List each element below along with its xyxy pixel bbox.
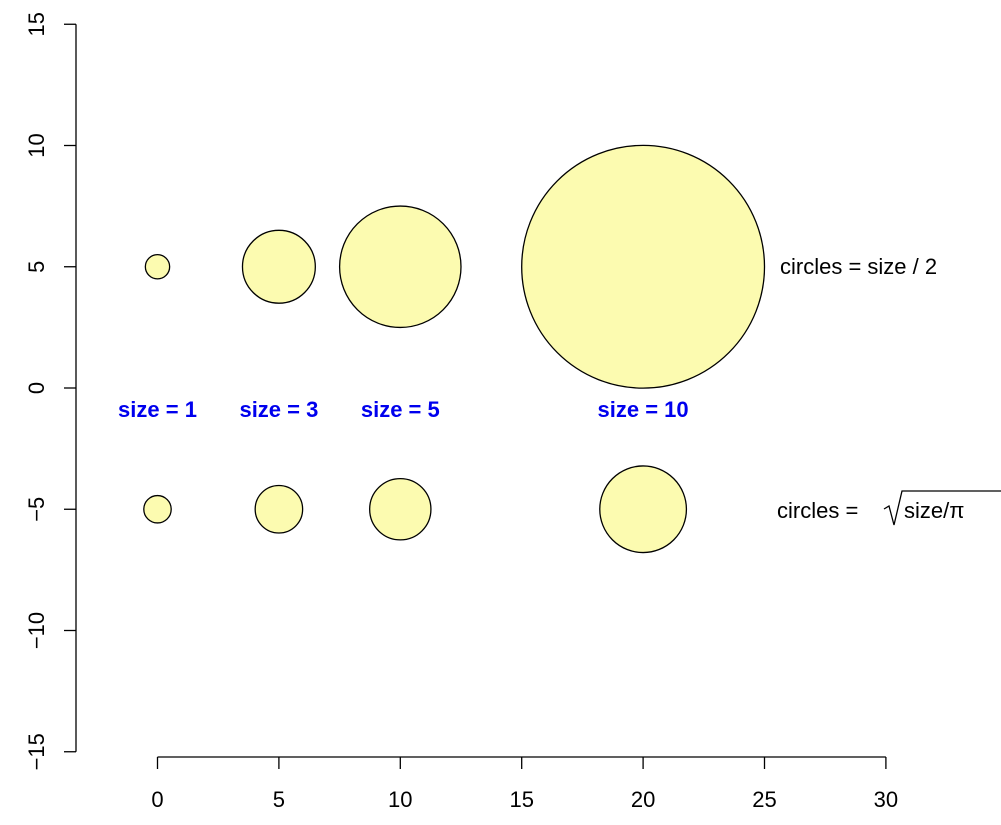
sqrt-sign-icon: [883, 490, 1001, 526]
x-tick-label: 5: [273, 787, 285, 812]
bubble-bottom: [143, 494, 172, 524]
size-labels: size = 1 size = 3 size = 5 size = 10: [118, 397, 689, 422]
annotation-sqrt-prefix: circles =: [777, 498, 864, 523]
bubble-bottom: [369, 477, 432, 541]
x-tick-label: 0: [151, 787, 163, 812]
circles-size-half-row: [144, 144, 766, 389]
axes: −15 −10 −5 0 5 10 15 0 5 10 15 20 25 30: [24, 12, 898, 812]
y-tick-label: 5: [24, 261, 49, 273]
size-label: size = 5: [361, 397, 440, 422]
size-label: size = 10: [598, 397, 689, 422]
y-tick-label: −10: [24, 612, 49, 649]
y-tick-label: −5: [24, 497, 49, 522]
annotation-sqrt-term: size/π: [904, 498, 964, 523]
x-tick-label: 30: [874, 787, 898, 812]
x-tick-label: 25: [752, 787, 776, 812]
annotation-size-half: circles = size / 2: [780, 254, 937, 279]
size-label: size = 3: [239, 397, 318, 422]
circles-sqrt-row: [143, 465, 688, 554]
y-tick-label: 0: [24, 382, 49, 394]
x-tick-label: 15: [509, 787, 533, 812]
bubble-bottom: [599, 465, 688, 554]
bubble-top: [338, 205, 462, 329]
bubble-top: [144, 253, 171, 280]
bubble-bottom: [254, 484, 304, 534]
x-tick-label: 20: [631, 787, 655, 812]
size-label: size = 1: [118, 397, 197, 422]
bubble-top: [521, 144, 766, 389]
y-tick-label: 10: [24, 133, 49, 157]
y-tick-label: −15: [24, 733, 49, 770]
annotation-sqrt: circles = size/π: [777, 490, 1001, 526]
x-tick-label: 10: [388, 787, 412, 812]
bubble-top: [241, 229, 316, 304]
y-tick-label: 15: [24, 12, 49, 36]
